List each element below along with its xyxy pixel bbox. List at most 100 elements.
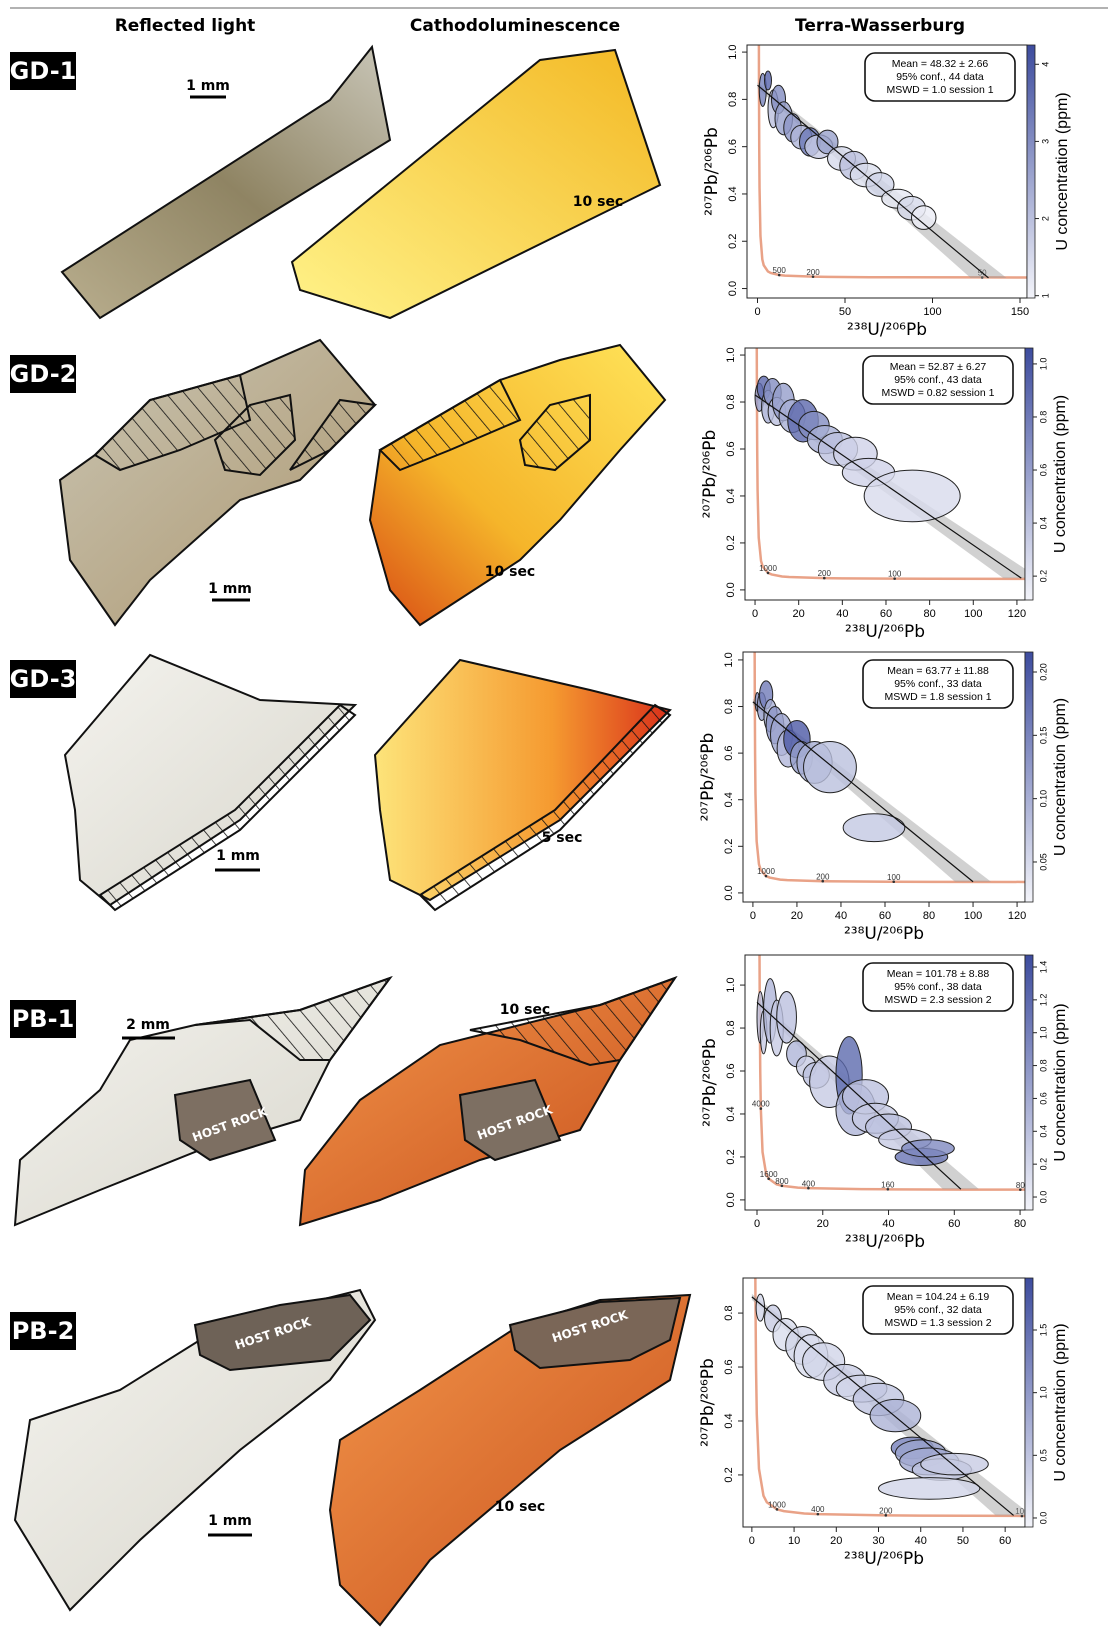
x-tick-label: 0 [752, 608, 758, 620]
colorbar-tick-label: 0.15 [1038, 727, 1048, 745]
concordia-age-label: 200 [816, 872, 830, 881]
x-tick-label: 40 [882, 1218, 894, 1230]
host-rock-zone [508, 1296, 682, 1370]
concordia-age-mark [892, 880, 896, 884]
annotation-text: 95% conf., 43 data [894, 374, 982, 386]
colorbar-tick-label: 0.4 [1038, 1125, 1048, 1138]
colorbar-tick-label: 1.0 [1038, 358, 1048, 371]
y-tick-label: 0.8 [723, 699, 735, 714]
cl-image [373, 658, 672, 902]
exposure-label: 10 sec [485, 564, 535, 580]
x-tick-label: 40 [915, 1535, 927, 1547]
concordia-age-label: 160 [881, 1180, 895, 1189]
y-tick-label: 0.8 [723, 1305, 735, 1320]
annotation-box [862, 355, 1014, 405]
hatched-zone [469, 976, 678, 1067]
x-tick-label: 0 [750, 910, 756, 922]
concordia-age-mark [766, 571, 770, 575]
x-tick-label: 100 [923, 306, 941, 318]
concordia-age-mark [775, 1508, 779, 1511]
scale-label: 1 mm [186, 78, 230, 94]
annotation-box [862, 1285, 1014, 1335]
sample-label: PB-1 [12, 1005, 75, 1033]
y-tick-label: 1.0 [727, 44, 739, 59]
annotation-text: 95% conf., 38 data [894, 981, 982, 993]
concordia-age-label: 80 [1016, 1181, 1025, 1190]
colorbar-tick-label: 0.4 [1038, 517, 1048, 530]
reflected-image [13, 1288, 377, 1612]
annotation-box [864, 52, 1016, 102]
annotation-text: Mean = 63.77 ± 11.88 [887, 665, 989, 677]
y-tick-label: 0.0 [725, 1192, 737, 1207]
x-tick-label: 120 [1008, 608, 1026, 620]
plot-area: 1000 200 100 [754, 348, 1025, 581]
annotation-box [862, 659, 1014, 709]
y-axis-label: ²⁰⁷Pb/²⁰⁶Pb [700, 430, 720, 519]
y-tick-label: 0.6 [727, 139, 739, 154]
annotation-text: 95% conf., 32 data [894, 1304, 982, 1316]
x-tick-label: 0 [754, 1218, 760, 1230]
hatched-zone [213, 393, 297, 477]
concordia-age-label: 100 [1015, 1507, 1029, 1516]
y-tick-label: 0.2 [725, 535, 737, 550]
concordia-curve [753, 652, 1025, 884]
annotation-text: MSWD = 1.8 session 1 [884, 691, 991, 703]
data-ellipse [764, 70, 772, 91]
data-ellipse [755, 1293, 766, 1322]
regression-line [757, 84, 989, 279]
colorbar-tick-label: 1.5 [1038, 1324, 1048, 1337]
concordia-curve [754, 1278, 1025, 1518]
x-tick-label: 20 [793, 608, 805, 620]
concordia-age-mark [1020, 1514, 1024, 1518]
cl-image [368, 343, 667, 627]
concordia-age-mark [821, 879, 825, 883]
sample-badge [10, 1000, 76, 1038]
scale-label: 1 mm [208, 1513, 252, 1529]
x-tick-label: 20 [830, 1535, 842, 1547]
y-tick-label: 0.8 [725, 1020, 737, 1035]
x-tick-label: 150 [1011, 306, 1029, 318]
colorbar-tick-label: 0.2 [1038, 1158, 1048, 1171]
y-tick-label: 0.4 [727, 186, 739, 201]
data-ellipse [878, 1477, 981, 1500]
colorbar-label: U concentration (ppm) [1052, 1323, 1069, 1481]
concordia-age-label: 400 [811, 1505, 825, 1514]
sample-label: GD-2 [10, 360, 77, 388]
concordia-age-label: 100 [887, 873, 901, 882]
concordia-age-mark [893, 577, 896, 580]
colorbar-tick-label: 0.0 [1038, 1512, 1048, 1525]
regression-line [754, 394, 1022, 579]
y-tick-label: 0.2 [725, 1149, 737, 1164]
hatched-zone [289, 398, 378, 471]
concordia-age-label: 1000 [757, 867, 775, 876]
colorbar-tick-label: 0.6 [1038, 1092, 1048, 1105]
colorbar-tick-label: 0.20 [1038, 663, 1048, 681]
y-tick-label: 0.2 [723, 839, 735, 854]
x-axis-label: ²³⁸U/²⁰⁶Pb [845, 622, 925, 642]
x-axis-label: ²³⁸U/²⁰⁶Pb [844, 924, 924, 944]
x-tick-label: 80 [924, 608, 936, 620]
colorbar-tick-label: 0.8 [1038, 411, 1048, 424]
colorbar-tick-label: 0.10 [1038, 790, 1048, 808]
colorbar-tick-label: 0.8 [1038, 1059, 1048, 1072]
concordia-age-mark [811, 275, 815, 278]
colorbar-tick-label: 0.05 [1038, 853, 1048, 871]
exposure-label: 10 sec [573, 194, 623, 210]
concordia-age-mark [884, 1514, 888, 1517]
colorbar-label: U concentration (ppm) [1052, 698, 1069, 856]
host-rock-zone [458, 1078, 562, 1162]
concordia-age-label: 1600 [760, 1170, 778, 1179]
y-tick-label: 0.6 [725, 441, 737, 456]
colorbar [1024, 1277, 1034, 1528]
y-axis-label: ²⁰⁷Pb/²⁰⁶Pb [700, 1038, 720, 1127]
concordia-age-label: 400 [802, 1179, 816, 1188]
y-tick-label: 0.6 [723, 1359, 735, 1374]
colorbar-tick-label: 3 [1040, 139, 1050, 144]
colorbar-label: U concentration (ppm) [1052, 395, 1069, 553]
concordia-age-label: 4000 [752, 1100, 770, 1109]
concordia-age-label: 1000 [759, 564, 777, 573]
x-axis-label: ²³⁸U/²⁰⁶Pb [845, 1232, 925, 1252]
sample-label: PB-2 [12, 1317, 75, 1345]
scale-label: 2 mm [126, 1017, 170, 1033]
